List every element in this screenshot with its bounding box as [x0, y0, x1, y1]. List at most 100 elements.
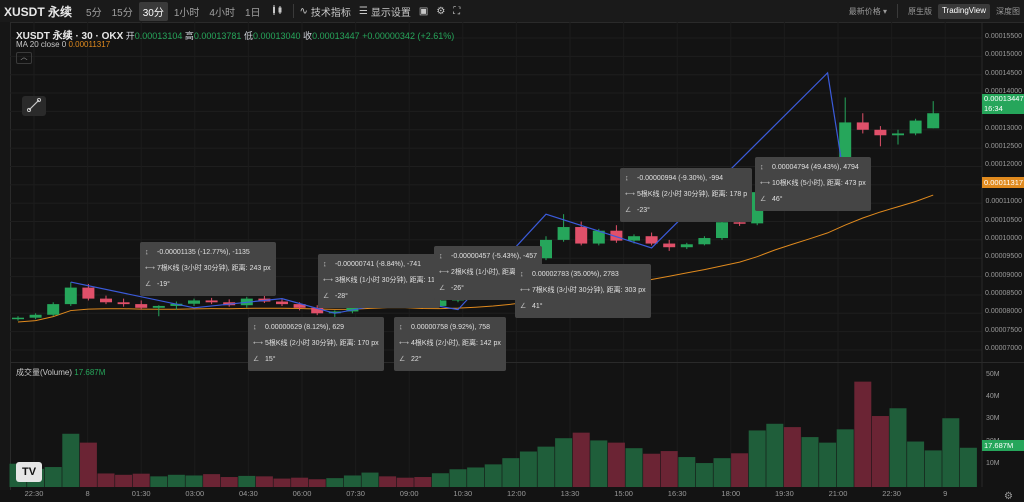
- measure-tooltip: ↨ 0.00004794 (49.43%), 4794 ⟷ 10根K线 (5小时), …: [755, 157, 871, 211]
- display-settings-button[interactable]: ☰ 显示设置: [359, 4, 411, 19]
- tooltip-row: ∠ -26°: [439, 281, 537, 297]
- candle: [328, 311, 341, 314]
- measure-icon: ∠: [399, 356, 406, 363]
- tooltip-text: 7根K线 (3小时 30分钟), 距离: 303 px: [532, 287, 646, 294]
- tradingview-logo[interactable]: TV: [16, 462, 42, 482]
- volume-bar: [871, 416, 889, 487]
- candle: [205, 300, 218, 303]
- measure-icon: ∠: [625, 207, 632, 214]
- countdown-value: 16:34: [984, 104, 1003, 113]
- measure-tooltip: ↨ 0.00000758 (9.92%), 758 ⟷ 4根K线 (2小时), 距离:…: [394, 317, 506, 371]
- tooltip-row: ↨ 0.00000629 (8.12%), 629: [253, 320, 379, 336]
- tooltip-row: ↨ 0.00004794 (49.43%), 4794: [760, 160, 866, 176]
- volume-bar: [379, 476, 397, 487]
- tooltip-row: ⟷ 7根K线 (3小时 30分钟), 距离: 303 px: [520, 283, 646, 299]
- low-value: 0.00013040: [252, 31, 301, 41]
- tooltip-text: 0.00000629 (8.12%), 629: [265, 324, 345, 331]
- tooltip-row: ↨ -0.00001135 (-12.77%), -1135: [145, 245, 271, 261]
- measure-tooltip: ↨ -0.00000994 (-9.30%), -994 ⟷ 5根K线 (2小时 30…: [620, 168, 753, 222]
- view-mode-1[interactable]: TradingView: [937, 3, 990, 19]
- timeframe-2[interactable]: 30分: [138, 1, 168, 21]
- tooltip-row: ∠ 46°: [760, 192, 866, 208]
- price-scale-label: 0.00015500: [985, 33, 1022, 40]
- volume-bar: [44, 467, 62, 487]
- toolbar: XUSDT 永续 5分 15分 30分 1小时 4小时 1日 ∿ 技术指标 ☰ 显示设置 ▣ …: [0, 0, 1024, 23]
- volume-bar: [590, 440, 608, 487]
- high-value: 0.00013781: [193, 31, 242, 41]
- pane-divider[interactable]: [10, 362, 1024, 363]
- volume-legend[interactable]: 成交量(Volume) 17.687M: [16, 367, 105, 378]
- candle: [663, 243, 676, 248]
- close-label: 收: [303, 31, 313, 41]
- high-label: 高: [184, 31, 194, 41]
- time-label: 22:30: [24, 489, 44, 498]
- view-mode-0[interactable]: 原生版: [907, 6, 932, 16]
- price-mode-select[interactable]: 最新价格 ▾: [845, 4, 891, 19]
- volume-bar: [748, 430, 766, 487]
- indicators-button[interactable]: ∿ 技术指标: [300, 4, 351, 19]
- candle: [839, 122, 852, 169]
- candle: [557, 227, 570, 240]
- tooltip-text: 41°: [532, 303, 543, 310]
- tooltip-row: ⟷ 7根K线 (3小时 30分钟), 距离: 243 px: [145, 261, 271, 277]
- candle: [82, 287, 95, 299]
- measure-icon: ⟷: [253, 340, 264, 347]
- price-scale[interactable]: 0.00015500 0.00015000 0.00014500 0.00014000…: [982, 22, 1024, 367]
- axis-settings-icon[interactable]: ⚙: [1004, 491, 1013, 502]
- volume-bar: [167, 474, 185, 487]
- toolbar-separator: [896, 4, 898, 18]
- tooltip-row: ⟷ 5根K线 (2小时 30分钟), 距离: 178 p: [625, 187, 747, 203]
- tooltip-text: 15°: [265, 356, 276, 363]
- volume-bar: [572, 432, 590, 487]
- fullscreen-button[interactable]: ⛶: [453, 6, 460, 17]
- time-label: 18:00: [721, 489, 741, 498]
- tooltip-text: 7根K线 (3小时 30分钟), 距离: 243 px: [157, 265, 271, 272]
- measure-icon: ↨: [760, 164, 764, 171]
- price-scale-label: 0.00008500: [985, 289, 1022, 297]
- chart-type-icon[interactable]: [271, 4, 283, 19]
- time-label: 13:30: [560, 489, 580, 498]
- volume-bar: [537, 446, 555, 487]
- settings-button[interactable]: ⚙: [436, 6, 445, 17]
- price-scale-label: 0.00012500: [985, 143, 1022, 151]
- tooltip-text: 3根K线 (1小时 30分钟), 距离: 11: [335, 277, 435, 284]
- price-scale-label: 0.00009000: [985, 271, 1022, 279]
- timeframe-3[interactable]: 1小时: [173, 7, 200, 19]
- time-label: 19:30: [775, 489, 794, 498]
- volume-bar: [220, 477, 238, 487]
- tooltip-text: 10根K线 (5小时), 距离: 473 px: [772, 180, 866, 187]
- tooltip-text: -0.00000994 (-9.30%), -994: [637, 175, 723, 182]
- price-scale-label: 0.00015000: [985, 51, 1022, 59]
- symbol-name[interactable]: XUSDT 永续: [4, 4, 73, 19]
- view-mode-2[interactable]: 深度图: [996, 6, 1020, 16]
- ma-legend[interactable]: MA 20 close 0 0.00011317: [16, 40, 110, 49]
- candle: [716, 222, 728, 239]
- open-value: 0.00013104: [134, 31, 183, 41]
- volume-bar: [519, 451, 537, 487]
- measure-icon: ⟷: [625, 191, 636, 198]
- time-axis[interactable]: 22:30 8 01:30 03:00 04:30 06:00 07:30 09:00 10:3…: [10, 487, 982, 502]
- volume-bar: [555, 438, 573, 487]
- tooltip-row: ∠ 15°: [253, 352, 379, 368]
- tooltip-row: ∠ -28°: [323, 289, 435, 305]
- trend-tool-button[interactable]: [22, 96, 46, 116]
- volume-scale-label: 10M: [986, 459, 1000, 467]
- timeframe-1[interactable]: 15分: [111, 7, 133, 19]
- candle: [29, 314, 42, 318]
- volume-bar: [959, 447, 977, 487]
- measure-icon: ⟷: [439, 269, 450, 276]
- tooltip-row: ⟷ 3根K线 (1小时 30分钟), 距离: 11: [323, 273, 435, 289]
- time-label: 8: [85, 489, 90, 498]
- timeframe-0[interactable]: 5分: [86, 7, 102, 19]
- timeframe-4[interactable]: 4小时: [209, 7, 235, 19]
- volume-bar: [238, 475, 256, 487]
- time-label: 04:30: [239, 489, 258, 498]
- gear-icon: ⚙: [436, 5, 446, 17]
- timeframe-5[interactable]: 1日: [244, 7, 261, 19]
- screenshot-button[interactable]: ▣: [419, 6, 428, 17]
- collapse-legend-button[interactable]: ︿: [16, 52, 32, 64]
- volume-bar: [854, 381, 872, 487]
- price-scale-label: 0.00012000: [985, 161, 1022, 169]
- open-label: 开: [125, 31, 135, 41]
